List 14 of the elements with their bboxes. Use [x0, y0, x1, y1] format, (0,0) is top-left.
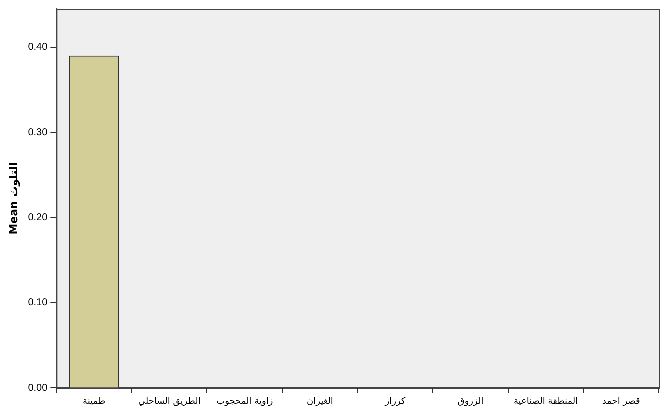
x-tick-label: طمينة	[82, 396, 106, 407]
y-tick-label: 0.00	[28, 382, 48, 394]
y-tick-label: 0.40	[28, 42, 48, 54]
x-tick-label: كرزاز	[384, 396, 406, 407]
y-tick-label: 0.30	[28, 127, 48, 138]
x-tick-label: قصر احمد	[602, 396, 640, 407]
y-tick-label: 0.10	[28, 298, 48, 309]
x-tick-label: المنطقة الصناعية	[514, 396, 578, 407]
y-axis-title: Mean التلوث	[7, 162, 20, 235]
y-tick-label: 0.20	[28, 212, 48, 224]
x-tick-label: الغيران	[306, 396, 334, 407]
x-tick-label: الطريق الساحلي	[138, 396, 201, 407]
x-tick-label: الزروق	[458, 396, 484, 407]
x-tick-label: زاوية المحجوب	[216, 396, 274, 407]
